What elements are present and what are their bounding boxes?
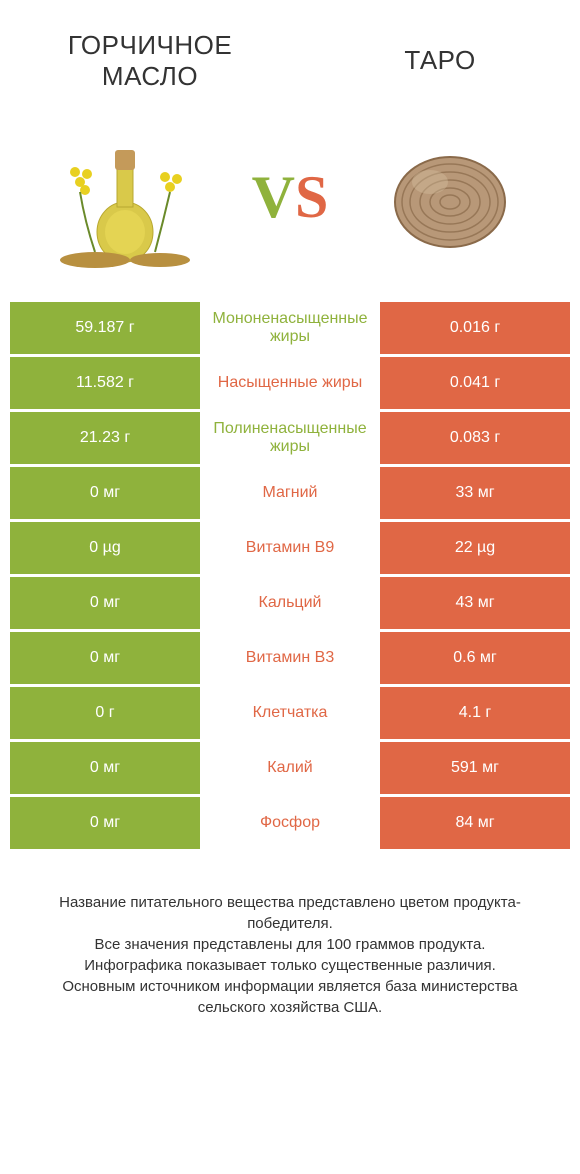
cell-left-value: 21.23 г xyxy=(10,412,200,464)
comparison-table: 59.187 гМононенасыщенные жиры0.016 г11.5… xyxy=(0,302,580,849)
cell-nutrient-label: Витамин B9 xyxy=(200,522,380,574)
cell-nutrient-label: Насыщенные жиры xyxy=(200,357,380,409)
cell-right-value: 84 мг xyxy=(380,797,570,849)
cell-left-value: 0 µg xyxy=(10,522,200,574)
footer-line-2: Все значения представлены для 100 граммо… xyxy=(30,934,550,955)
footer-notes: Название питательного вещества представл… xyxy=(0,852,580,1038)
cell-right-value: 0.083 г xyxy=(380,412,570,464)
cell-right-value: 43 мг xyxy=(380,577,570,629)
cell-left-value: 0 мг xyxy=(10,797,200,849)
table-row: 0 мгМагний33 мг xyxy=(10,467,570,519)
header: ГОРЧИЧНОЕ МАСЛО ТАРО xyxy=(0,0,580,102)
taro-image xyxy=(360,117,540,277)
cell-nutrient-label: Полиненасыщенные жиры xyxy=(200,412,380,464)
cell-left-value: 59.187 г xyxy=(10,302,200,354)
table-row: 21.23 гПолиненасыщенные жиры0.083 г xyxy=(10,412,570,464)
product-left-title: ГОРЧИЧНОЕ МАСЛО xyxy=(40,30,260,92)
cell-right-value: 591 мг xyxy=(380,742,570,794)
cell-left-value: 0 мг xyxy=(10,577,200,629)
images-row: VS xyxy=(0,102,580,302)
product-right-title: ТАРО xyxy=(340,45,540,76)
cell-nutrient-label: Кальций xyxy=(200,577,380,629)
footer-line-1: Название питательного вещества представл… xyxy=(30,892,550,934)
cell-right-value: 4.1 г xyxy=(380,687,570,739)
product-left-title-box: ГОРЧИЧНОЕ МАСЛО xyxy=(40,30,260,92)
cell-nutrient-label: Калий xyxy=(200,742,380,794)
cell-left-value: 11.582 г xyxy=(10,357,200,409)
product-right-title-box: ТАРО xyxy=(340,30,540,76)
mustard-oil-image xyxy=(40,117,220,277)
cell-nutrient-label: Фосфор xyxy=(200,797,380,849)
cell-right-value: 22 µg xyxy=(380,522,570,574)
cell-right-value: 0.6 мг xyxy=(380,632,570,684)
cell-left-value: 0 мг xyxy=(10,632,200,684)
cell-left-value: 0 мг xyxy=(10,467,200,519)
mustard-oil-icon xyxy=(45,122,215,272)
table-row: 0 µgВитамин B922 µg xyxy=(10,522,570,574)
cell-right-value: 0.016 г xyxy=(380,302,570,354)
table-row: 0 мгКальций43 мг xyxy=(10,577,570,629)
table-row: 11.582 гНасыщенные жиры0.041 г xyxy=(10,357,570,409)
table-row: 0 мгКалий591 мг xyxy=(10,742,570,794)
cell-right-value: 0.041 г xyxy=(380,357,570,409)
table-row: 0 мгФосфор84 мг xyxy=(10,797,570,849)
footer-line-3: Инфографика показывает только существенн… xyxy=(30,955,550,976)
vs-v: V xyxy=(252,164,295,230)
vs-label: VS xyxy=(252,163,329,232)
table-row: 59.187 гМононенасыщенные жиры0.016 г xyxy=(10,302,570,354)
vs-s: S xyxy=(295,164,328,230)
cell-nutrient-label: Витамин B3 xyxy=(200,632,380,684)
cell-nutrient-label: Клетчатка xyxy=(200,687,380,739)
table-row: 0 мгВитамин B30.6 мг xyxy=(10,632,570,684)
table-row: 0 гКлетчатка4.1 г xyxy=(10,687,570,739)
cell-left-value: 0 г xyxy=(10,687,200,739)
cell-left-value: 0 мг xyxy=(10,742,200,794)
cell-nutrient-label: Магний xyxy=(200,467,380,519)
footer-line-4: Основным источником информации является … xyxy=(30,976,550,1018)
cell-nutrient-label: Мононенасыщенные жиры xyxy=(200,302,380,354)
taro-icon xyxy=(375,132,525,262)
cell-right-value: 33 мг xyxy=(380,467,570,519)
